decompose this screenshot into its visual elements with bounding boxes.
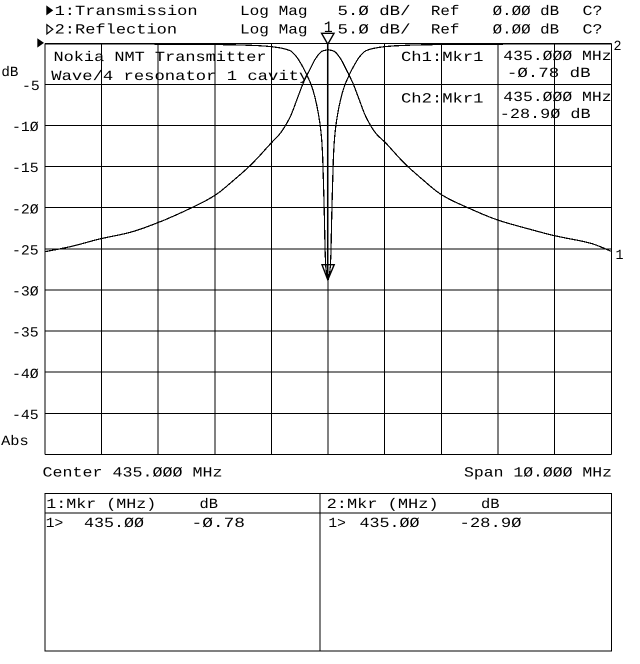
- svg-text:-35: -35: [12, 326, 39, 342]
- svg-text:Log Mag: Log Mag: [240, 4, 308, 20]
- svg-text:2:Reflection: 2:Reflection: [55, 23, 178, 39]
- svg-text:-Ø.78 dB: -Ø.78 dB: [507, 66, 591, 82]
- svg-text:-28.9Ø: -28.9Ø: [460, 516, 522, 532]
- svg-text:435.ØØØ MHz: 435.ØØØ MHz: [503, 90, 611, 106]
- svg-text:C?: C?: [583, 23, 603, 39]
- svg-text:dB: dB: [481, 497, 500, 513]
- svg-text:-Ø.78: -Ø.78: [192, 516, 246, 532]
- svg-text:Abs: Abs: [1, 434, 29, 450]
- svg-text:Ref: Ref: [431, 4, 460, 20]
- svg-text:2:Mkr (MHz): 2:Mkr (MHz): [327, 497, 439, 513]
- svg-text:Wave/4 resonator 1 cavity: Wave/4 resonator 1 cavity: [51, 69, 309, 85]
- svg-text:Log Mag: Log Mag: [240, 23, 308, 39]
- svg-text:Span 1Ø.ØØØ MHz: Span 1Ø.ØØØ MHz: [464, 465, 612, 481]
- svg-text:Ø.ØØ dB: Ø.ØØ dB: [493, 4, 560, 20]
- svg-text:5.Ø dB/: 5.Ø dB/: [338, 4, 411, 20]
- svg-text:5.Ø dB/: 5.Ø dB/: [338, 23, 411, 39]
- svg-text:435.ØØ: 435.ØØ: [360, 516, 420, 532]
- svg-text:1: 1: [324, 19, 333, 37]
- svg-text:Ch1:Mkr1: Ch1:Mkr1: [401, 50, 484, 66]
- svg-text:Ø.ØØ dB: Ø.ØØ dB: [493, 23, 560, 39]
- svg-text:-2Ø: -2Ø: [12, 202, 39, 218]
- svg-text:Nokia NMT Transmitter: Nokia NMT Transmitter: [54, 50, 267, 66]
- svg-text:C?: C?: [583, 4, 603, 20]
- svg-text:-5: -5: [22, 79, 40, 95]
- svg-text:1>: 1>: [328, 516, 346, 532]
- svg-text:dB: dB: [200, 497, 219, 513]
- svg-text:-25: -25: [12, 244, 39, 260]
- svg-text:dB: dB: [1, 65, 18, 81]
- svg-text:1:Mkr (MHz): 1:Mkr (MHz): [46, 497, 156, 513]
- svg-text:2: 2: [614, 39, 622, 55]
- svg-text:-28.9Ø dB: -28.9Ø dB: [500, 107, 591, 123]
- svg-text:435.ØØ: 435.ØØ: [84, 516, 144, 532]
- svg-text:1:Transmission: 1:Transmission: [55, 4, 198, 20]
- svg-text:-15: -15: [12, 161, 39, 177]
- svg-text:-4Ø: -4Ø: [12, 367, 39, 383]
- svg-text:Center 435.ØØØ MHz: Center 435.ØØØ MHz: [43, 465, 223, 481]
- svg-text:-45: -45: [12, 408, 39, 424]
- svg-text:1>: 1>: [46, 516, 64, 532]
- svg-text:Ch2:Mkr1: Ch2:Mkr1: [401, 91, 484, 107]
- svg-text:-3Ø: -3Ø: [12, 285, 39, 301]
- svg-text:Ref: Ref: [431, 23, 460, 39]
- svg-text:-1Ø: -1Ø: [12, 120, 39, 136]
- svg-text:1: 1: [616, 248, 624, 264]
- svg-text:435.ØØØ MHz: 435.ØØØ MHz: [503, 49, 611, 65]
